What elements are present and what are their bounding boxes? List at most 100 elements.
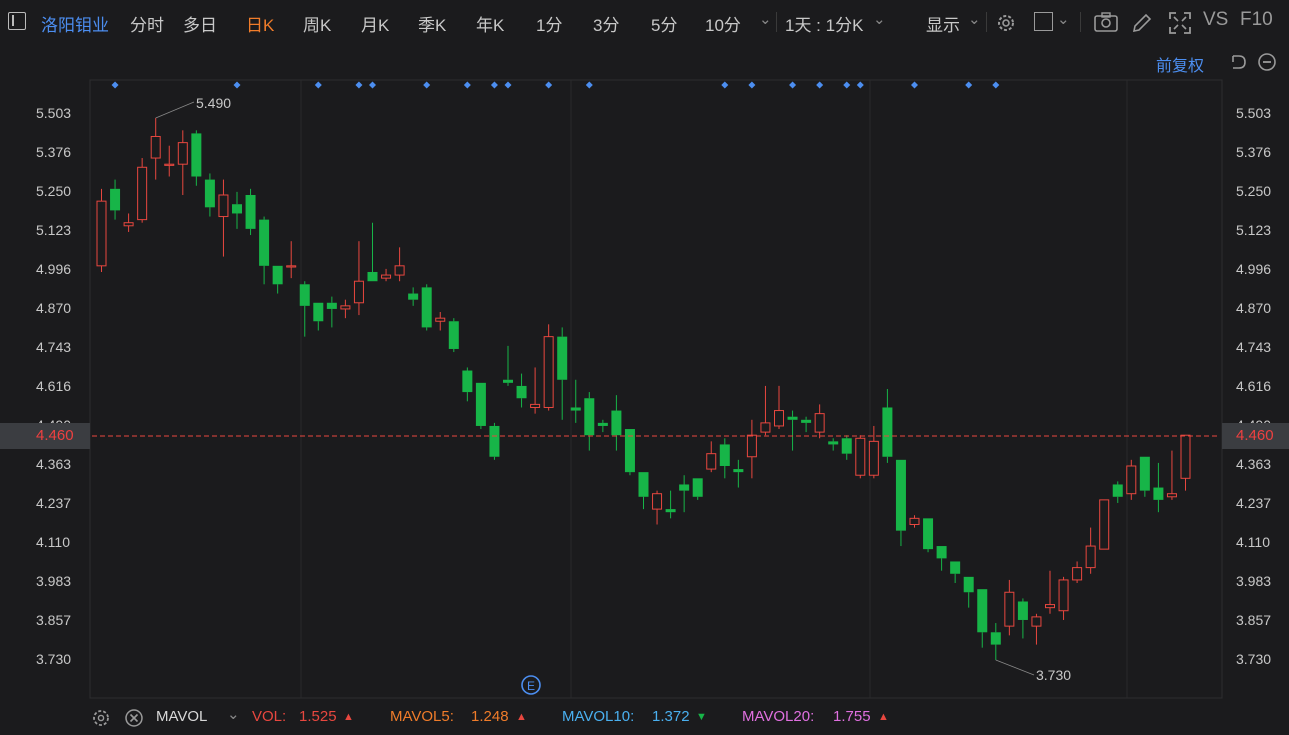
candle[interactable] — [286, 241, 297, 279]
period-chevron-icon[interactable]: ⌄ — [873, 11, 886, 28]
candle[interactable] — [191, 130, 202, 186]
candle[interactable] — [774, 385, 784, 430]
candle[interactable] — [137, 158, 148, 223]
event-dot[interactable] — [585, 81, 593, 89]
close-icon[interactable] — [124, 708, 144, 728]
candle[interactable] — [638, 472, 649, 510]
candle[interactable] — [1085, 527, 1096, 574]
candle[interactable] — [787, 410, 798, 451]
event-dot[interactable] — [504, 81, 512, 89]
candle[interactable] — [977, 589, 988, 648]
candle[interactable] — [272, 265, 283, 294]
candle[interactable] — [855, 435, 866, 479]
indicator-settings-icon[interactable] — [91, 708, 111, 728]
chevron-down-icon[interactable]: ⌄ — [759, 11, 772, 28]
event-dot[interactable] — [856, 81, 864, 89]
candle[interactable] — [381, 268, 392, 282]
candle[interactable] — [597, 419, 608, 433]
candle[interactable] — [841, 435, 852, 460]
candle[interactable] — [624, 429, 635, 476]
candle[interactable] — [204, 173, 215, 217]
candle[interactable] — [963, 576, 974, 608]
candle[interactable] — [164, 145, 175, 177]
candle[interactable] — [746, 419, 757, 479]
candle[interactable] — [895, 459, 906, 547]
adjust-mode-button[interactable]: 前复权 — [1156, 58, 1205, 75]
candle[interactable] — [299, 281, 310, 337]
event-dot[interactable] — [545, 81, 553, 89]
candle[interactable] — [530, 367, 541, 414]
candle[interactable] — [475, 382, 486, 430]
candle[interactable] — [110, 179, 121, 220]
zoom-out-icon[interactable] — [1257, 52, 1277, 72]
candle[interactable] — [706, 441, 717, 473]
candle[interactable] — [96, 188, 107, 272]
candle[interactable] — [814, 404, 825, 439]
candle[interactable] — [1166, 450, 1177, 500]
tab-5min[interactable]: 5分 — [651, 16, 678, 35]
candle[interactable] — [367, 222, 378, 282]
candle[interactable] — [516, 373, 527, 408]
candle[interactable] — [801, 416, 812, 433]
candle[interactable] — [1180, 434, 1191, 491]
candle[interactable] — [990, 623, 1001, 660]
tab-monthly-k[interactable]: 月K — [361, 16, 390, 35]
layout-square-icon[interactable] — [1034, 12, 1053, 31]
candle[interactable] — [611, 395, 622, 451]
candle[interactable] — [923, 518, 934, 553]
f10-button[interactable]: F10 — [1240, 9, 1273, 30]
candle[interactable] — [909, 515, 920, 528]
candle[interactable] — [652, 490, 663, 525]
candle[interactable] — [462, 367, 473, 402]
candle[interactable] — [353, 241, 364, 316]
display-chevron-icon[interactable]: ⌄ — [968, 11, 981, 28]
candle[interactable] — [1126, 459, 1137, 500]
candle[interactable] — [394, 247, 405, 282]
candle[interactable] — [1058, 576, 1069, 620]
event-dot[interactable] — [314, 81, 322, 89]
event-dot[interactable] — [233, 81, 241, 89]
candle[interactable] — [448, 318, 459, 353]
tab-daily-k[interactable]: 日K — [246, 16, 275, 35]
period-select[interactable]: 1天 : 1分K — [785, 16, 864, 35]
candle[interactable] — [692, 478, 703, 500]
event-dot[interactable] — [721, 81, 729, 89]
tab-multi-day[interactable]: 多日 — [183, 16, 217, 35]
candle[interactable] — [1004, 579, 1015, 636]
candle[interactable] — [421, 284, 432, 331]
candle[interactable] — [313, 302, 324, 331]
event-dot[interactable] — [423, 81, 431, 89]
tab-10min[interactable]: 10分 — [705, 16, 741, 35]
candle[interactable] — [760, 385, 771, 436]
candle[interactable] — [1072, 561, 1083, 584]
event-dot[interactable] — [789, 81, 797, 89]
stock-name[interactable]: 洛阳钼业 — [41, 16, 109, 35]
event-dot[interactable] — [369, 81, 376, 89]
gear-icon[interactable] — [995, 12, 1017, 34]
candle[interactable] — [232, 191, 242, 229]
event-dot[interactable] — [463, 81, 471, 89]
candle[interactable] — [828, 438, 839, 451]
tab-weekly-k[interactable]: 周K — [303, 16, 332, 35]
candle[interactable] — [1045, 570, 1055, 614]
candle[interactable] — [584, 392, 595, 451]
candle[interactable] — [503, 345, 513, 386]
vs-compare-button[interactable]: VS — [1203, 9, 1229, 30]
candle[interactable] — [1031, 613, 1042, 645]
candle[interactable] — [340, 299, 351, 319]
event-dot[interactable] — [911, 81, 918, 89]
camera-icon[interactable] — [1094, 12, 1118, 32]
sidebar-toggle-icon[interactable] — [8, 12, 26, 30]
fullscreen-icon[interactable] — [1168, 11, 1192, 35]
candle[interactable] — [1112, 481, 1123, 503]
candle[interactable] — [435, 312, 446, 331]
event-dot[interactable] — [965, 81, 973, 89]
candle[interactable] — [259, 216, 270, 285]
event-dot[interactable] — [490, 81, 498, 89]
candle[interactable] — [1139, 456, 1150, 497]
candle[interactable] — [679, 475, 690, 513]
candle[interactable] — [150, 118, 161, 180]
candle[interactable] — [408, 287, 419, 306]
event-marker-icon[interactable] — [521, 675, 541, 695]
